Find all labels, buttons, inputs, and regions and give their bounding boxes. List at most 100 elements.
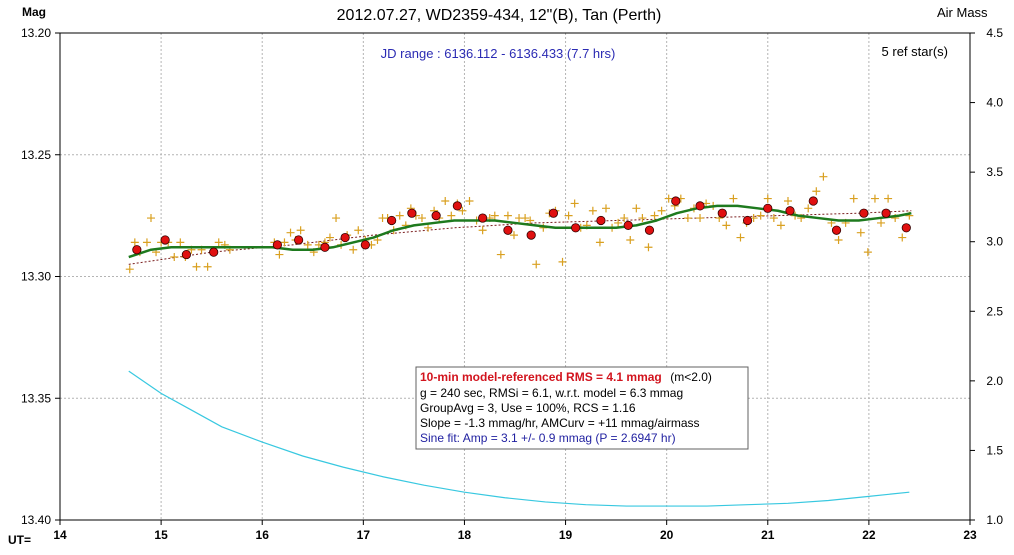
group-series [132, 196, 911, 260]
raw-point [490, 211, 499, 220]
group-point [571, 223, 581, 233]
raw-point [441, 197, 450, 206]
group-point [387, 215, 397, 226]
y-right-tick-label: 4.5 [986, 26, 1003, 40]
raw-point [856, 228, 865, 237]
info-rms-line: 10-min model-referenced RMS = 4.1 mmag (… [420, 368, 712, 385]
raw-point [763, 194, 772, 203]
x-tick-label: 21 [761, 528, 775, 542]
group-point [452, 201, 462, 211]
raw-point [280, 238, 289, 247]
raw-point [176, 238, 185, 247]
info-box: 10-min model-referenced RMS = 4.1 mmag (… [415, 366, 749, 450]
raw-point [395, 211, 404, 220]
raw-point [776, 221, 785, 230]
raw-point [877, 218, 886, 227]
group-point [320, 242, 330, 252]
raw-point [303, 240, 312, 249]
raw-point [325, 233, 334, 242]
x-tick-label: 14 [53, 528, 67, 542]
raw-point [570, 199, 579, 208]
y-left-tick-label: 13.40 [21, 513, 51, 527]
group-point [785, 206, 795, 216]
group-point [717, 208, 727, 218]
y-left-tick-label: 13.35 [21, 391, 51, 405]
raw-point [620, 214, 629, 223]
raw-point [458, 206, 467, 215]
group-point [132, 245, 142, 255]
group-point [808, 196, 818, 206]
raw-point [884, 194, 893, 203]
raw-point [898, 233, 907, 242]
group-point [881, 208, 891, 218]
raw-point [142, 238, 151, 247]
ref-stars-label: 5 ref star(s) [882, 44, 948, 59]
raw-point [203, 262, 212, 271]
group-point [742, 215, 753, 226]
x-tick-label: 18 [458, 528, 472, 542]
raw-point [447, 211, 456, 220]
info-rms-suffix: (m<2.0) [670, 370, 712, 384]
chart-title: 2012.07.27, WD2359-434, 12"(B), Tan (Per… [337, 7, 662, 24]
x-tick-label: 17 [357, 528, 371, 542]
axes: 14 15 16 17 18 19 20 21 22 23 13.20 13.25 13.30 13.35… [21, 26, 1003, 542]
raw-point [650, 211, 659, 220]
jd-range-label: JD range : 6136.112 - 6136.433 (7.7 hrs) [381, 46, 616, 61]
group-point [407, 208, 417, 218]
group-point [901, 223, 911, 233]
raw-point [192, 262, 201, 271]
x-tick-label: 16 [256, 528, 270, 542]
raw-point [729, 194, 738, 203]
x-tick-label: 22 [862, 528, 876, 542]
raw-point [465, 197, 474, 206]
raw-point [478, 226, 487, 235]
raw-point [509, 231, 518, 240]
y-right-tick-label: 3.5 [986, 165, 1003, 179]
raw-point [644, 243, 653, 252]
airmass-line [128, 370, 910, 507]
raw-point [275, 250, 284, 259]
raw-point [657, 206, 666, 215]
raw-point [626, 235, 635, 244]
raw-point [769, 214, 778, 223]
group-point [623, 220, 633, 230]
x-tick-label: 20 [660, 528, 674, 542]
group-point [478, 213, 488, 223]
raw-point [736, 233, 745, 242]
group-point [644, 225, 655, 235]
raw-point [214, 238, 223, 247]
raw-point [614, 218, 623, 227]
x-tick-label: 15 [154, 528, 168, 542]
raw-point [588, 206, 597, 215]
raw-point [870, 194, 879, 203]
group-point [671, 196, 681, 206]
raw-point [834, 235, 843, 244]
x-axis-label: UT= [8, 533, 31, 547]
group-point [181, 249, 191, 260]
raw-point [354, 226, 363, 235]
y-right-tick-label: 3.0 [986, 235, 1003, 249]
raw-point [696, 214, 705, 223]
raw-point [819, 172, 828, 181]
raw-point [125, 265, 134, 274]
group-point [548, 208, 559, 218]
group-point [763, 203, 773, 213]
raw-point [296, 226, 305, 235]
raw-point [286, 228, 295, 237]
raw-point [863, 248, 872, 257]
raw-point [683, 214, 692, 223]
group-point [360, 240, 370, 250]
group-point [526, 230, 536, 240]
raw-point [564, 211, 573, 220]
raw-point [526, 216, 535, 225]
raw-point [595, 238, 604, 247]
y-right-tick-label: 2.5 [986, 304, 1003, 318]
group-point [160, 235, 170, 245]
raw-point [722, 221, 731, 230]
group-point [272, 240, 282, 250]
raw-point [812, 187, 821, 196]
x-tick-label: 23 [963, 528, 977, 542]
raw-point [532, 260, 541, 269]
